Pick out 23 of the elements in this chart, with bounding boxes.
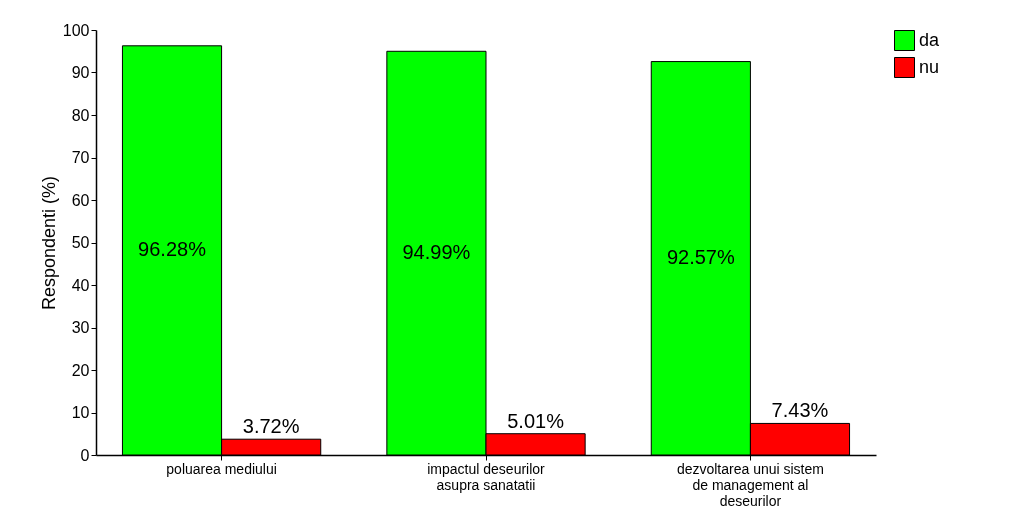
data-label: 92.57%: [666, 246, 735, 269]
y-tick-label: 60: [71, 191, 90, 209]
y-tick-label: 80: [71, 106, 90, 124]
y-axis-title: Respondenti (%): [38, 175, 59, 311]
legend-label: da: [919, 29, 941, 50]
legend-label: nu: [919, 56, 940, 77]
data-label: 5.01%: [507, 409, 565, 432]
data-label: 96.28%: [138, 238, 207, 261]
y-tick-label: 90: [71, 64, 90, 81]
y-tick-label: 40: [71, 276, 90, 294]
y-tick-label: 0: [80, 446, 90, 464]
x-tick-label: impactul deseurilor asupra sanatatii: [427, 460, 546, 493]
data-label: 94.99%: [402, 241, 471, 264]
y-tick-label: 20: [71, 361, 90, 379]
y-tick-label: 50: [71, 234, 90, 251]
data-label: 7.43%: [771, 399, 829, 422]
x-tick-label: poluarea mediului: [166, 460, 277, 477]
y-tick-label: 100: [62, 21, 90, 39]
data-label: 3.72%: [242, 415, 300, 438]
y-tick-label: 10: [71, 404, 90, 421]
y-tick-label: 30: [71, 319, 90, 336]
y-tick-label: 70: [71, 149, 90, 166]
x-tick-label: dezvoltarea unui sistem de management al deseurilor: [676, 460, 824, 509]
